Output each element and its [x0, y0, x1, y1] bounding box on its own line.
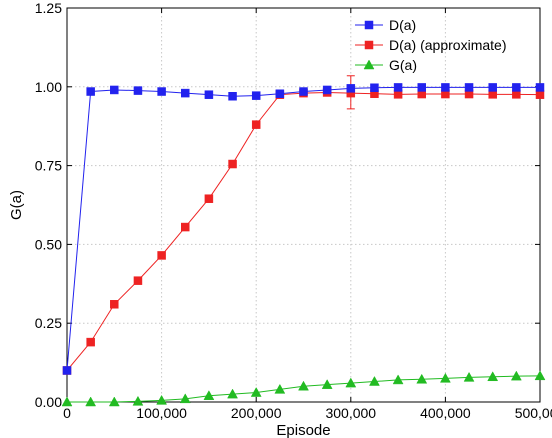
legend-item: D(a) [355, 17, 416, 33]
axis-ticks: 0 100,000 200,000 300,000 400,000 500,000 0.00… [35, 0, 552, 421]
x-tick-label: 0 [63, 405, 71, 421]
data-point [62, 366, 72, 375]
data-point [61, 396, 73, 407]
data-point [416, 373, 428, 384]
x-tick-label: 100,000 [136, 405, 187, 421]
data-point [157, 251, 166, 260]
data-point [345, 377, 357, 388]
data-point [275, 89, 285, 98]
legend-item: G(a) [355, 57, 417, 73]
legend-label: G(a) [389, 57, 417, 73]
data-point [251, 91, 261, 100]
data-point [512, 83, 521, 92]
series-3 [61, 370, 546, 407]
data-point [227, 388, 238, 399]
series-1 [62, 83, 545, 375]
data-point [204, 194, 214, 203]
y-tick-label: 0.00 [35, 394, 62, 410]
data-point [321, 379, 333, 389]
data-point [110, 85, 119, 95]
data-point [157, 87, 166, 96]
data-point [535, 90, 545, 99]
data-point [133, 86, 143, 95]
data-point [132, 395, 144, 406]
data-point [108, 396, 120, 407]
data-point [464, 83, 474, 92]
data-point [439, 372, 451, 383]
data-point [181, 88, 190, 98]
legend-marker [364, 40, 374, 50]
data-point [203, 390, 215, 400]
data-point [85, 396, 97, 407]
data-point [510, 370, 522, 381]
data-point [299, 87, 308, 96]
data-point [110, 300, 119, 309]
y-tick-label: 0.75 [35, 158, 62, 174]
data-point [487, 371, 499, 382]
legend-marker [364, 20, 374, 30]
data-point [370, 83, 379, 92]
data-point [204, 90, 214, 99]
data-point [179, 393, 191, 404]
data-point [392, 374, 404, 385]
y-tick-label: 0.50 [35, 236, 62, 252]
data-point [181, 222, 190, 232]
plot-area-frame [66, 7, 541, 403]
data-point [133, 276, 143, 285]
data-point [86, 337, 95, 347]
x-axis-label: Episode [276, 422, 330, 438]
data-point [251, 120, 261, 129]
x-tick-label: 500,000 [515, 405, 552, 421]
x-tick-label: 400,000 [420, 405, 471, 421]
y-tick-label: 1.00 [35, 79, 62, 95]
series-2 [62, 75, 545, 375]
data-point [417, 83, 426, 92]
data-point [535, 83, 545, 92]
data-point [250, 387, 262, 397]
data-point [393, 83, 403, 92]
data-point [488, 83, 497, 92]
legend-label: D(a) [389, 17, 416, 33]
x-tick-label: 200,000 [231, 405, 282, 421]
data-point [441, 83, 450, 92]
legend: D(a) D(a) (approximate) G(a) [355, 17, 506, 73]
data-point [156, 394, 168, 405]
data-point [463, 371, 475, 382]
y-tick-label: 0.25 [35, 315, 62, 331]
legend-marker [363, 59, 375, 70]
data-point [228, 159, 237, 169]
data-point [534, 370, 546, 381]
y-axis-label: G(a) [8, 190, 25, 220]
data-point [322, 85, 332, 95]
series-line [66, 86, 540, 371]
data-point [298, 380, 309, 391]
data-point [346, 84, 356, 93]
data-point [369, 375, 380, 386]
y-tick-label: 1.25 [35, 0, 62, 16]
x-tick-label: 300,000 [325, 405, 376, 421]
grid [67, 8, 540, 402]
data-point [274, 383, 286, 394]
legend-label: D(a) (approximate) [389, 37, 506, 53]
data-point [228, 92, 237, 101]
series-group [61, 75, 546, 407]
legend-item: D(a) (approximate) [355, 37, 506, 53]
data-point [86, 87, 95, 96]
series-line [66, 91, 541, 371]
